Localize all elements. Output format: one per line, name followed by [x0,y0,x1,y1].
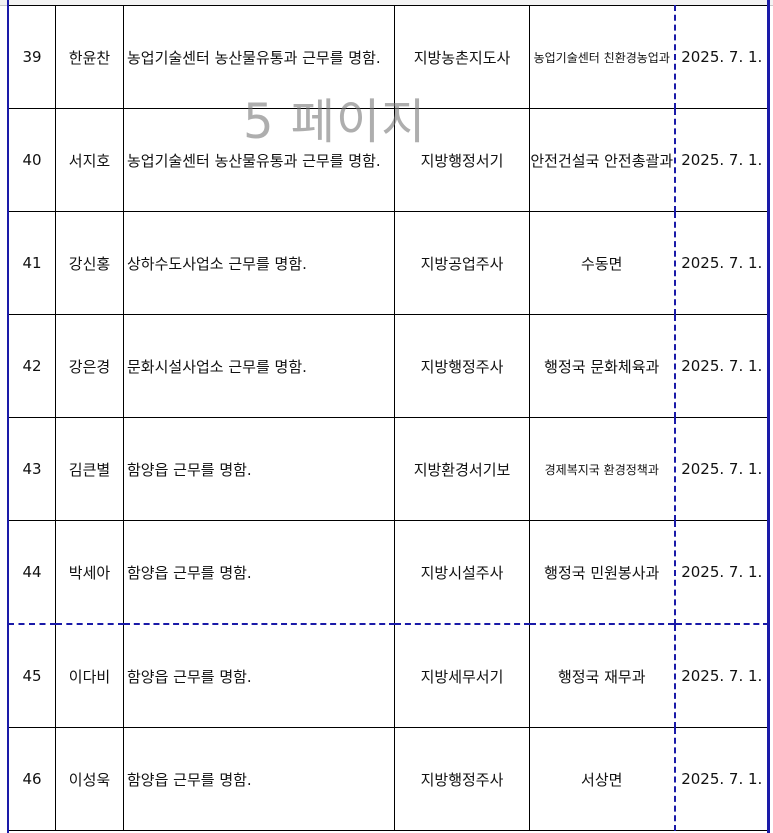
rank-cell[interactable]: 지방시설주사 [394,520,530,625]
assignment-cell[interactable]: 상하수도사업소 근무를 명함. [123,211,395,315]
previous-dept-cell[interactable]: 농업기술센터 친환경농업과 [529,5,675,109]
row-number-cell[interactable]: 42 [8,314,56,418]
page-break-left [7,0,9,833]
name-cell[interactable]: 김큰별 [55,417,124,521]
row-number-cell[interactable]: 39 [8,5,56,109]
assignment-cell[interactable]: 함양읍 근무를 명함. [123,623,395,728]
name-cell[interactable]: 박세아 [55,520,124,625]
previous-dept-cell[interactable]: 수동면 [529,211,675,315]
rank-cell[interactable]: 지방세무서기 [394,623,530,728]
date-cell[interactable]: 2025. 7. 1. [673,5,769,109]
table-row: 41 강신홍 상하수도사업소 근무를 명함. 지방공업주사 수동면 2025. 7. 1. [8,211,769,315]
date-cell[interactable]: 2025. 7. 1. [673,417,769,521]
table-row: 44 박세아 함양읍 근무를 명함. 지방시설주사 행정국 민원봉사과 2025. 7. … [8,520,769,625]
rank-cell[interactable]: 지방행정주사 [394,727,530,831]
assignment-cell[interactable]: 농업기술센터 농산물유통과 근무를 명함. [123,5,395,109]
row-number-cell[interactable]: 46 [8,727,56,831]
row-number-cell[interactable]: 43 [8,417,56,521]
date-cell[interactable]: 2025. 7. 1. [673,623,769,728]
spreadsheet-grid: 39 한윤찬 농업기술센터 농산물유통과 근무를 명함. 지방농촌지도사 농업기술센터 … [8,5,769,831]
previous-dept-cell[interactable]: 안전건설국 안전총괄과 [529,108,675,212]
table-row: 43 김큰별 함양읍 근무를 명함. 지방환경서기보 경제복지국 환경정책과 2025. … [8,417,769,521]
assignment-cell[interactable]: 문화시설사업소 근무를 명함. [123,314,395,418]
page-break-right[interactable] [767,0,770,833]
table-row: 45 이다비 함양읍 근무를 명함. 지방세무서기 행정국 재무과 2025. 7. 1. [8,623,769,728]
rank-cell[interactable]: 지방행정주사 [394,314,530,418]
name-cell[interactable]: 강은경 [55,314,124,418]
previous-dept-cell[interactable]: 경제복지국 환경정책과 [529,417,675,521]
name-cell[interactable]: 강신홍 [55,211,124,315]
assignment-cell[interactable]: 농업기술센터 농산물유통과 근무를 명함. [123,108,395,212]
row-number-cell[interactable]: 40 [8,108,56,212]
rank-cell[interactable]: 지방환경서기보 [394,417,530,521]
name-cell[interactable]: 서지호 [55,108,124,212]
previous-dept-cell[interactable]: 행정국 재무과 [529,623,675,728]
name-cell[interactable]: 한윤찬 [55,5,124,109]
row-number-cell[interactable]: 45 [8,623,56,728]
table-row: 40 서지호 농업기술센터 농산물유통과 근무를 명함. 지방행정서기 안전건설국 안전… [8,108,769,212]
rank-cell[interactable]: 지방농촌지도사 [394,5,530,109]
name-cell[interactable]: 이다비 [55,623,124,728]
table-row: 39 한윤찬 농업기술센터 농산물유통과 근무를 명함. 지방농촌지도사 농업기술센터 … [8,5,769,109]
table-row: 42 강은경 문화시설사업소 근무를 명함. 지방행정주사 행정국 문화체육과 2025.… [8,314,769,418]
row-number-cell[interactable]: 41 [8,211,56,315]
assignment-cell[interactable]: 함양읍 근무를 명함. [123,417,395,521]
assignment-cell[interactable]: 함양읍 근무를 명함. [123,520,395,625]
previous-dept-cell[interactable]: 행정국 문화체육과 [529,314,675,418]
rank-cell[interactable]: 지방공업주사 [394,211,530,315]
row-number-cell[interactable]: 44 [8,520,56,625]
previous-dept-cell[interactable]: 행정국 민원봉사과 [529,520,675,625]
table-row: 46 이성욱 함양읍 근무를 명함. 지방행정주사 서상면 2025. 7. 1. [8,727,769,831]
rank-cell[interactable]: 지방행정서기 [394,108,530,212]
date-cell[interactable]: 2025. 7. 1. [673,520,769,625]
assignment-cell[interactable]: 함양읍 근무를 명함. [123,727,395,831]
previous-dept-cell[interactable]: 서상면 [529,727,675,831]
date-cell[interactable]: 2025. 7. 1. [673,108,769,212]
date-cell[interactable]: 2025. 7. 1. [673,314,769,418]
name-cell[interactable]: 이성욱 [55,727,124,831]
date-cell[interactable]: 2025. 7. 1. [673,727,769,831]
date-cell[interactable]: 2025. 7. 1. [673,211,769,315]
